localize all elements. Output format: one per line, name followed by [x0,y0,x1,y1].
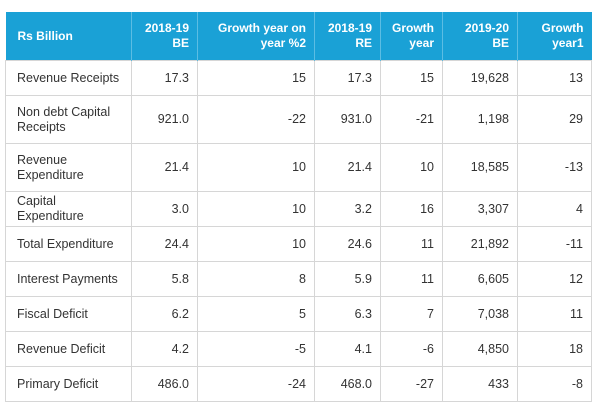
cell: 468.0 [314,366,381,402]
cell: 18,585 [442,143,518,192]
cell: 21.4 [131,143,198,192]
cell: 16 [380,191,443,227]
cell: 6.3 [314,296,381,332]
cell: 921.0 [131,95,198,144]
cell: 10 [197,226,315,262]
header-2018-19-re: 2018-19 RE [314,12,381,61]
budget-table-container: Rs Billion 2018-19 BE Growth year on yea… [5,12,592,402]
cell: 6.2 [131,296,198,332]
cell: -5 [197,331,315,367]
cell: 15 [380,60,443,96]
cell: 8 [197,261,315,297]
header-label: Rs Billion [5,12,132,61]
table-row: Revenue Expenditure 21.4 10 21.4 10 18,5… [5,143,592,192]
cell: 3.0 [131,191,198,227]
cell: 18 [517,331,592,367]
cell: 4.1 [314,331,381,367]
table-row: Interest Payments 5.8 8 5.9 11 6,605 12 [5,261,592,297]
table-row: Total Expenditure 24.4 10 24.6 11 21,892… [5,226,592,262]
cell: -21 [380,95,443,144]
table-header: Rs Billion 2018-19 BE Growth year on yea… [5,12,592,61]
cell: -13 [517,143,592,192]
cell: 7 [380,296,443,332]
cell: 4.2 [131,331,198,367]
table-row: Revenue Receipts 17.3 15 17.3 15 19,628 … [5,60,592,96]
table-row: Non debt Capital Receipts 921.0 -22 931.… [5,95,592,144]
cell: 1,198 [442,95,518,144]
table-row: Primary Deficit 486.0 -24 468.0 -27 433 … [5,366,592,402]
cell: -22 [197,95,315,144]
cell: 24.4 [131,226,198,262]
budget-table: Rs Billion 2018-19 BE Growth year on yea… [5,12,592,402]
cell: -6 [380,331,443,367]
row-label: Non debt Capital Receipts [5,95,132,144]
table-body: Revenue Receipts 17.3 15 17.3 15 19,628 … [5,60,592,402]
cell: 10 [197,191,315,227]
cell: -27 [380,366,443,402]
cell: 19,628 [442,60,518,96]
cell: -8 [517,366,592,402]
cell: 11 [517,296,592,332]
row-label: Revenue Deficit [5,331,132,367]
row-label: Revenue Expenditure [5,143,132,192]
header-growth-yoy: Growth year on year %2 [197,12,315,61]
table-row: Fiscal Deficit 6.2 5 6.3 7 7,038 11 [5,296,592,332]
header-2019-20-be: 2019-20 BE [442,12,518,61]
cell: 21,892 [442,226,518,262]
row-label: Revenue Receipts [5,60,132,96]
table-row: Capital Expenditure 3.0 10 3.2 16 3,307 … [5,191,592,227]
row-label: Capital Expenditure [5,191,132,227]
cell: 4 [517,191,592,227]
cell: 5 [197,296,315,332]
cell: 3.2 [314,191,381,227]
header-row: Rs Billion 2018-19 BE Growth year on yea… [5,12,592,61]
cell: 6,605 [442,261,518,297]
cell: 15 [197,60,315,96]
cell: 10 [197,143,315,192]
row-label: Primary Deficit [5,366,132,402]
cell: 4,850 [442,331,518,367]
cell: 486.0 [131,366,198,402]
table-row: Revenue Deficit 4.2 -5 4.1 -6 4,850 18 [5,331,592,367]
header-growth-year1: Growth year1 [517,12,592,61]
cell: 24.6 [314,226,381,262]
row-label: Fiscal Deficit [5,296,132,332]
row-label: Total Expenditure [5,226,132,262]
cell: 10 [380,143,443,192]
cell: 5.9 [314,261,381,297]
cell: 12 [517,261,592,297]
cell: 21.4 [314,143,381,192]
cell: 931.0 [314,95,381,144]
cell: 3,307 [442,191,518,227]
row-label: Interest Payments [5,261,132,297]
header-growth-year: Growth year [380,12,443,61]
cell: 29 [517,95,592,144]
cell: 433 [442,366,518,402]
cell: 5.8 [131,261,198,297]
header-2018-19-be: 2018-19 BE [131,12,198,61]
cell: 13 [517,60,592,96]
cell: -24 [197,366,315,402]
cell: -11 [517,226,592,262]
cell: 11 [380,226,443,262]
cell: 17.3 [314,60,381,96]
cell: 7,038 [442,296,518,332]
cell: 17.3 [131,60,198,96]
cell: 11 [380,261,443,297]
